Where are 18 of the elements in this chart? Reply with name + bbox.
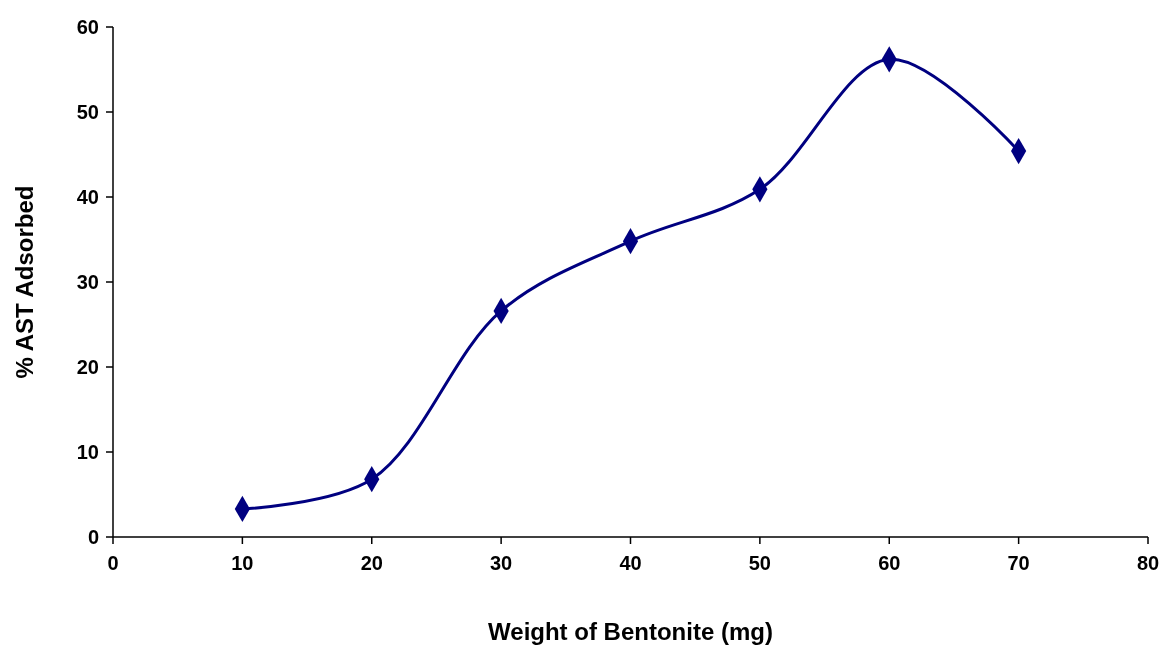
x-tick-label: 70 xyxy=(1007,552,1030,574)
x-tick-label: 20 xyxy=(360,552,383,574)
y-tick-label: 60 xyxy=(76,16,99,38)
y-tick-label: 40 xyxy=(76,186,99,208)
x-tick-label: 60 xyxy=(878,552,901,574)
x-tick-label: 0 xyxy=(107,552,119,574)
x-axis-title: Weight of Bentonite (mg) xyxy=(488,618,773,645)
y-tick-label: 30 xyxy=(76,271,99,293)
x-tick-label: 10 xyxy=(231,552,254,574)
y-tick-label: 20 xyxy=(76,356,99,378)
x-tick-label: 40 xyxy=(619,552,642,574)
y-tick-label: 10 xyxy=(76,441,99,463)
x-tick-label: 80 xyxy=(1136,552,1160,574)
x-tick-label: 30 xyxy=(490,552,513,574)
y-tick-label: 0 xyxy=(87,526,99,548)
y-axis-title: % AST Adsorbed xyxy=(11,185,38,379)
x-tick-label: 50 xyxy=(748,552,771,574)
y-tick-label: 50 xyxy=(76,101,99,123)
